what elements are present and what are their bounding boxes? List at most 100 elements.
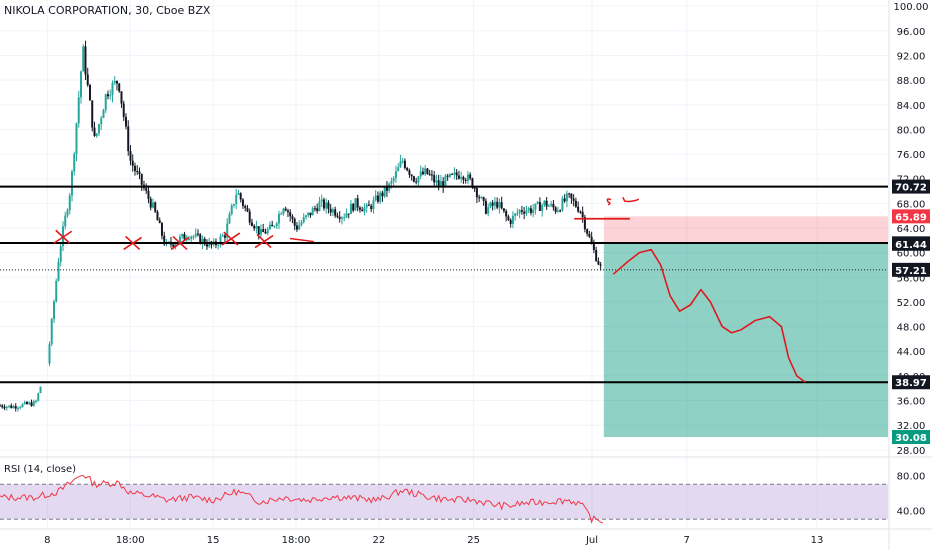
candle-body xyxy=(475,188,478,198)
price-tick-label: 80.00 xyxy=(897,125,926,136)
rsi-title: RSI (14, close) xyxy=(4,464,77,475)
candle-body xyxy=(178,236,181,242)
candle-body xyxy=(313,208,316,210)
candle-body xyxy=(574,200,577,207)
candle-body xyxy=(221,235,224,237)
price-label-text: 38.97 xyxy=(895,378,927,389)
candle-body xyxy=(554,207,557,212)
candle-body xyxy=(482,197,485,201)
candle-body xyxy=(588,233,591,237)
candle-body xyxy=(336,215,339,217)
candle-body xyxy=(376,195,379,202)
candle-body xyxy=(365,204,368,208)
candle-body xyxy=(154,202,157,212)
candle-body xyxy=(75,123,78,155)
candle-body xyxy=(309,212,312,216)
candle-body xyxy=(577,206,580,212)
candle-body xyxy=(127,126,130,152)
candle-body xyxy=(19,407,22,409)
candle-body xyxy=(133,165,136,172)
candle-body xyxy=(268,224,271,230)
candle-body xyxy=(543,200,546,205)
price-tick-label: 28.00 xyxy=(897,446,926,457)
candle-body xyxy=(518,210,521,214)
candle-body xyxy=(255,226,258,229)
rsi-line xyxy=(0,474,604,524)
candle-body xyxy=(34,400,37,402)
candle-body xyxy=(399,161,402,168)
candle-body xyxy=(10,405,13,409)
candle-body xyxy=(525,210,528,214)
candle-body xyxy=(484,200,487,214)
candle-body xyxy=(579,211,582,213)
candle-body xyxy=(356,198,359,208)
price-axis[interactable]: 40.0080.0028.0032.0036.0040.0044.0048.00… xyxy=(892,2,930,518)
candle-body xyxy=(514,213,517,216)
candle-body xyxy=(406,167,409,171)
cross-mark xyxy=(254,233,274,249)
candle-body xyxy=(500,202,503,209)
candle-body xyxy=(372,200,375,210)
candle-body xyxy=(439,181,442,186)
candle-body xyxy=(462,176,465,180)
candle-body xyxy=(478,197,481,199)
candle-body xyxy=(48,344,51,364)
horizontal-lines[interactable] xyxy=(0,185,888,384)
candle-body xyxy=(466,174,469,181)
candle-body xyxy=(552,203,555,208)
candle-body xyxy=(55,280,58,302)
price-tick-label: 100.00 xyxy=(894,2,929,13)
candle-body xyxy=(289,212,292,217)
price-label-text: 70.72 xyxy=(895,183,927,194)
price-label-box xyxy=(892,179,930,194)
candle-body xyxy=(581,211,584,218)
candle-body xyxy=(392,178,395,182)
candle-body xyxy=(347,213,350,215)
candle-body xyxy=(354,198,357,211)
candle-body xyxy=(358,207,361,210)
candle-body xyxy=(520,210,523,212)
candle-body xyxy=(370,205,373,210)
candle-body xyxy=(97,124,100,134)
time-axis[interactable]: 8 18:00 15 18:00 22 25 Jul 7 13 xyxy=(44,535,823,546)
candle-body xyxy=(223,235,226,238)
candle-body xyxy=(455,172,458,176)
candle-body xyxy=(14,406,17,409)
candle-body xyxy=(282,208,285,214)
candle-body xyxy=(145,188,148,191)
candle-body xyxy=(217,244,220,246)
candle-body xyxy=(570,193,573,199)
candle-body xyxy=(111,83,114,96)
price-label-box xyxy=(892,430,930,445)
price-tick-label: 48.00 xyxy=(897,323,926,334)
price-tick-label: 44.00 xyxy=(897,347,926,358)
candle-body xyxy=(597,261,600,265)
candle-body xyxy=(7,405,10,407)
rsi-tick-label: 40.00 xyxy=(897,507,926,518)
candle-body xyxy=(106,94,109,97)
candle-body xyxy=(444,175,447,187)
candle-body xyxy=(325,202,328,209)
candle-body xyxy=(320,199,323,202)
candle-body xyxy=(527,208,530,211)
candle-body xyxy=(453,172,456,175)
time-tick-label: 18:00 xyxy=(282,535,311,546)
candle-body xyxy=(50,319,53,345)
candle-body xyxy=(502,208,505,212)
candle-body xyxy=(568,193,571,195)
candle-body xyxy=(250,222,253,226)
candle-body xyxy=(79,71,82,98)
candle-body xyxy=(403,160,406,168)
candle-body xyxy=(511,215,514,224)
candle-body xyxy=(536,202,539,204)
candle-body xyxy=(275,223,278,227)
candle-body xyxy=(136,171,139,173)
candle-body xyxy=(550,203,553,206)
price-label-box xyxy=(892,209,930,224)
candle-body xyxy=(183,234,186,240)
candle-body xyxy=(181,234,184,237)
candle-body xyxy=(385,186,388,191)
candle-body xyxy=(442,181,445,187)
